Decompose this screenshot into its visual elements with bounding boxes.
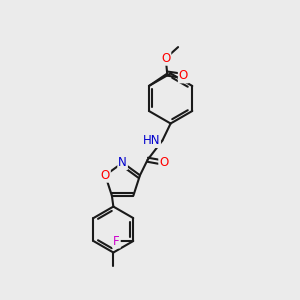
Text: N: N: [118, 156, 127, 169]
Text: O: O: [179, 69, 188, 82]
Text: HN: HN: [142, 134, 160, 147]
Text: O: O: [100, 169, 110, 182]
Text: F: F: [113, 235, 120, 248]
Text: O: O: [161, 52, 170, 65]
Text: O: O: [159, 156, 169, 169]
